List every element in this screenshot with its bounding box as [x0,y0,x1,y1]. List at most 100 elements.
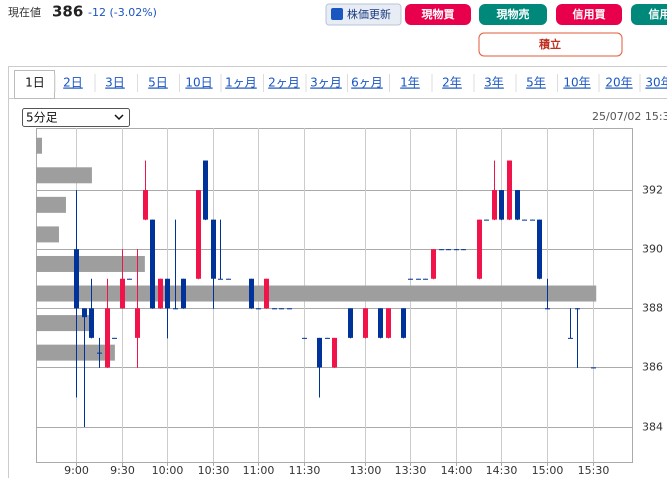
x-tick-label: 13:00 [350,464,382,477]
candle-body [408,278,413,280]
candle-body [302,337,307,339]
tab[interactable]: 2年 [442,76,462,90]
tab[interactable]: 3ヶ月 [310,76,342,90]
timestamp: 25/07/02 15:30 [592,110,667,123]
tab[interactable]: 2日 [63,76,83,90]
candle-body [537,219,542,279]
margin-sell-button[interactable] [631,4,667,25]
candle-body [401,308,406,338]
volume-profile-bar [36,167,92,184]
tab[interactable]: 3日 [105,76,125,90]
candle-body [173,308,178,310]
tab[interactable]: 6ヶ月 [351,76,383,90]
candle-body [530,219,535,221]
tsumitate-button[interactable] [478,32,623,57]
candle-body [279,308,284,310]
interval-select[interactable] [22,108,130,127]
candle-body [416,278,421,280]
candle-body [439,249,444,251]
y-tick-label: 388 [642,302,663,315]
refresh-button[interactable] [325,3,402,26]
candle-body [89,308,94,338]
candle-body [181,278,186,309]
candle-body [378,308,383,338]
candle-body [105,308,110,368]
y-tick-label: 390 [642,243,663,256]
cash-buy-button[interactable] [405,4,471,25]
interval-label[interactable]: 5分足 [26,111,58,125]
volume-profile-bar [36,344,115,361]
x-tick-label: 15:00 [532,464,564,477]
tab-selected [14,70,55,99]
tab[interactable]: 1日 [25,76,45,90]
x-tick-label: 9:00 [64,464,89,477]
tab[interactable]: 10年 [563,76,590,90]
volume-profile-bar [36,226,59,243]
y-tick-label: 384 [642,421,663,434]
candle-body [74,249,79,309]
candle-body [545,308,550,310]
volume-profile-bar [36,255,145,272]
candle-body [120,278,125,309]
volume-profile-bar [36,285,597,302]
candle-body [203,160,208,220]
x-tick-label: 10:00 [152,464,184,477]
tab[interactable]: 1年 [400,76,420,90]
candle-body [150,219,155,309]
price-label: 現在値 [8,6,41,19]
candle-body [484,219,489,221]
candle-body [507,160,512,220]
tab[interactable]: 2ヶ月 [268,76,300,90]
x-tick-label: 14:30 [486,464,518,477]
tab[interactable]: 3年 [484,76,504,90]
candle-body [515,190,520,220]
candle-body [226,278,231,280]
candle-body [522,219,527,221]
plot: 384 386 388 390 392 9:00 9:30 10:00 10:30 11:00 11… [36,128,663,477]
candle-body [127,278,132,280]
x-tick-label: 11:00 [243,464,275,477]
candle-body [461,249,466,251]
tab[interactable]: 30年 [645,76,667,90]
candle-body [423,278,428,280]
candle-body [211,219,216,279]
volume-profile-bar [36,137,42,154]
candle-body [575,308,580,310]
candle-body [143,190,148,220]
candle-body [112,337,117,339]
margin-buy-label[interactable]: 信用買 [573,7,606,21]
candle-body [332,337,337,368]
candle-body [386,308,391,338]
tab[interactable]: 10日 [185,76,212,90]
candle-body [97,352,102,354]
candle-body [363,308,368,338]
cash-sell-label[interactable]: 現物売 [497,7,530,21]
tab-bar: 1日 2日 3日 5日 10日 1ヶ月 2ヶ月 3ヶ月 6ヶ月 1年 2年 3年 5年 10年 20年 30年 [14,70,667,99]
candle-body [165,278,170,309]
candle-body [431,249,436,279]
refresh-icon [331,8,343,20]
cash-buy-label[interactable]: 現物買 [422,7,455,21]
tsumitate-label[interactable]: 積立 [538,37,561,51]
volume-profile-bar [36,315,92,332]
x-tick-label: 13:30 [395,464,427,477]
candle-body [196,190,201,279]
tab[interactable]: 1ヶ月 [225,76,257,90]
tab[interactable]: 5年 [526,76,546,90]
cash-sell-button[interactable] [479,4,547,25]
refresh-label[interactable]: 株価更新 [347,7,391,21]
tab[interactable]: 20年 [605,76,632,90]
candle-body [82,308,87,318]
y-tick-label: 386 [642,361,663,374]
candle-body [477,219,482,279]
candle-body [272,308,277,310]
volume-profile-bar [36,196,66,213]
tab[interactable]: 5日 [148,76,168,90]
margin-buy-button[interactable] [556,4,622,25]
x-tick-label: 11:30 [289,464,321,477]
candle-body [218,278,223,280]
margin-sell-label[interactable]: 信用売 [649,7,667,21]
x-tick-label: 15:30 [578,464,610,477]
